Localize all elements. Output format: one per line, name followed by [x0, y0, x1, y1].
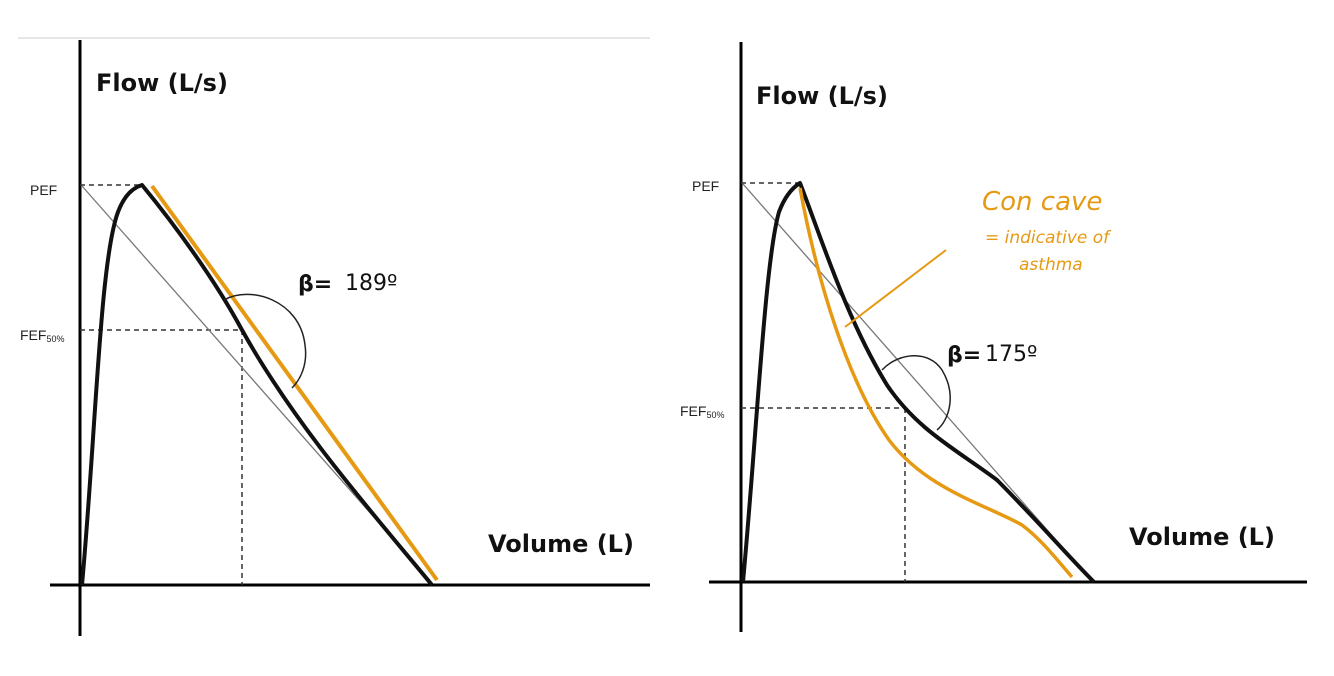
flow-volume-panel-left: Flow (L/s) Volume (L) PEF FEF50% β= 189º	[18, 37, 650, 636]
angle-arc	[881, 355, 951, 431]
note-asthma: asthma	[1019, 255, 1083, 275]
y-axis-title: Flow (L/s)	[756, 82, 888, 110]
beta-value: 175º	[985, 342, 1037, 367]
angle-arc	[223, 293, 307, 389]
fef-text: FEF	[20, 327, 46, 343]
flow-volume-curve	[80, 183, 434, 587]
x-axis-title: Volume (L)	[488, 530, 634, 558]
note-indicative: = indicative of	[985, 228, 1112, 248]
y-axis-title: Flow (L/s)	[96, 69, 228, 97]
x-axis-title: Volume (L)	[1129, 523, 1275, 551]
orange-straight-line	[150, 184, 439, 582]
note-concave: Con cave	[982, 187, 1102, 217]
flow-volume-diagram-left: Flow (L/s) Volume (L) PEF FEF50% β= 189º	[18, 37, 650, 636]
reference-line	[742, 183, 1093, 582]
pef-label: PEF	[30, 182, 57, 198]
beta-value: 189º	[345, 271, 397, 296]
fef-subscript: 50%	[46, 334, 64, 344]
flow-volume-diagram-right: Flow (L/s) Volume (L) PEF FEF50% β= 175º…	[680, 42, 1307, 632]
annotation-pointer	[844, 249, 947, 328]
beta-symbol: β=	[298, 272, 332, 297]
fef-subscript: 50%	[706, 410, 724, 420]
pef-label: PEF	[692, 178, 719, 194]
fef50-label: FEF50%	[20, 327, 64, 344]
fef-text: FEF	[680, 403, 706, 419]
flow-volume-panel-right: Flow (L/s) Volume (L) PEF FEF50% β= 175º…	[667, 0, 1334, 676]
orange-concave-curve	[798, 187, 1074, 579]
flow-volume-curve	[741, 181, 1096, 584]
beta-symbol: β=	[947, 343, 981, 368]
fef50-label: FEF50%	[680, 403, 724, 420]
